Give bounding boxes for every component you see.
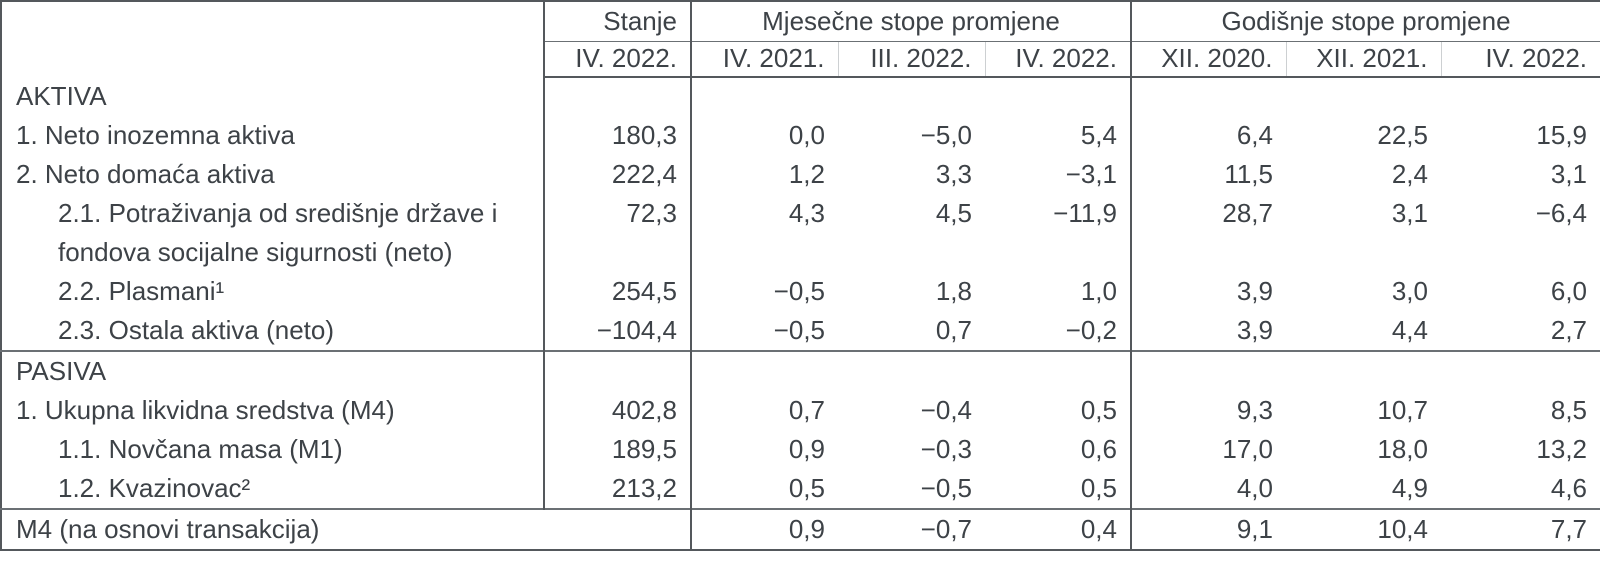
cell-value: 15,9 bbox=[1536, 120, 1588, 150]
section-label: AKTIVA bbox=[1, 77, 545, 116]
cell-value: −0,4 bbox=[920, 395, 972, 425]
period-header-row: IV. 2022. IV. 2021. III. 2022. IV. 2022.… bbox=[1, 41, 1600, 78]
cell-value: 402,8 bbox=[544, 391, 692, 430]
row-label: 2.3. Ostala aktiva (neto) bbox=[1, 311, 545, 351]
cell-value: 2,4 bbox=[1391, 159, 1428, 189]
table-row: 1. Neto inozemna aktiva 180,3 0,0 −5,0 5… bbox=[1, 116, 1600, 155]
table-row: 2.3. Ostala aktiva (neto) −104,4 −0,5 0,… bbox=[1, 311, 1600, 351]
col-header-monthly-2: III. 2022. bbox=[838, 41, 986, 78]
cell-value: 22,5 bbox=[1377, 120, 1428, 150]
cell-value: 11,5 bbox=[1224, 159, 1273, 189]
col-header-stanje-period: IV. 2022. bbox=[544, 41, 692, 78]
monetary-aggregates-table: Stanje Mjesečne stope promjene Godišnje … bbox=[0, 0, 1600, 551]
cell-value: 0,5 bbox=[985, 391, 1132, 430]
cell-value: 17,0 bbox=[1222, 434, 1273, 464]
col-header-yearly-1: XII. 2020. bbox=[1131, 41, 1287, 78]
section-label: PASIVA bbox=[1, 350, 545, 391]
row-label: 2.1. Potraživanja od središnje države i … bbox=[1, 194, 545, 272]
row-label: 2.2. Plasmani¹ bbox=[1, 272, 545, 311]
row-label: 1.2. Kvazinovac² bbox=[1, 469, 545, 509]
cell-value: 0,5 bbox=[788, 473, 825, 503]
cell-value: 7,7 bbox=[1441, 508, 1600, 550]
col-header-monthly-3: IV. 2022. bbox=[985, 41, 1132, 78]
cell-value: −0,3 bbox=[920, 434, 972, 464]
cell-value: 5,4 bbox=[985, 116, 1132, 155]
row-label: M4 (na osnovi transakcija) bbox=[1, 508, 692, 550]
col-header-yearly-2: XII. 2021. bbox=[1286, 41, 1442, 78]
cell-value: 13,2 bbox=[1536, 434, 1588, 464]
monthly-rates-group-header: Mjesečne stope promjene bbox=[691, 1, 1132, 42]
cell-value: 254,5 bbox=[544, 272, 692, 311]
label-column-header bbox=[1, 1, 545, 77]
table-row: 1. Ukupna likvidna sredstva (M4) 402,8 0… bbox=[1, 391, 1600, 430]
table-row: 2. Neto domaća aktiva 222,4 1,2 3,3 −3,1… bbox=[1, 155, 1600, 194]
cell-value: −0,5 bbox=[773, 315, 825, 345]
cell-value: 3,9 bbox=[1236, 276, 1273, 306]
cell-value: 0,6 bbox=[985, 430, 1132, 469]
cell-value: 213,2 bbox=[544, 469, 692, 509]
cell-value: 10,4 bbox=[1286, 508, 1441, 550]
cell-value: 4,4 bbox=[1391, 315, 1428, 345]
cell-value: 180,3 bbox=[544, 116, 692, 155]
cell-value: −5,0 bbox=[920, 120, 972, 150]
cell-value: 9,3 bbox=[1236, 395, 1273, 425]
cell-value: 0,5 bbox=[985, 469, 1132, 509]
cell-value: 10,7 bbox=[1377, 395, 1428, 425]
cell-value: 4,5 bbox=[935, 198, 972, 228]
cell-value: 0,7 bbox=[788, 395, 825, 425]
cell-value: 72,3 bbox=[544, 194, 692, 272]
cell-value: 0,7 bbox=[935, 315, 972, 345]
table-row: 1.2. Kvazinovac² 213,2 0,5 −0,5 0,5 4,0 … bbox=[1, 469, 1600, 509]
cell-value: −11,9 bbox=[985, 194, 1132, 272]
cell-value: 3,1 bbox=[1391, 198, 1428, 228]
cell-value: −104,4 bbox=[544, 311, 692, 351]
yearly-rates-group-header: Godišnje stope promjene bbox=[1131, 1, 1600, 42]
table-row: 2.2. Plasmani¹ 254,5 −0,5 1,8 1,0 3,9 3,… bbox=[1, 272, 1600, 311]
cell-value: 4,3 bbox=[788, 198, 825, 228]
cell-value: 3,1 bbox=[1550, 159, 1588, 189]
row-label: 2. Neto domaća aktiva bbox=[1, 155, 545, 194]
cell-value: 9,1 bbox=[1131, 508, 1286, 550]
col-header-monthly-1: IV. 2021. bbox=[691, 41, 839, 78]
cell-value: 1,0 bbox=[985, 272, 1132, 311]
table-row: 2.1. Potraživanja od središnje države i … bbox=[1, 194, 1600, 272]
group-header-row: Stanje Mjesečne stope promjene Godišnje … bbox=[1, 1, 1600, 77]
cell-value: 1,2 bbox=[788, 159, 825, 189]
cell-value: −0,5 bbox=[773, 276, 825, 306]
cell-value: −0,5 bbox=[920, 473, 972, 503]
cell-value: −0,7 bbox=[838, 508, 985, 550]
cell-value: −0,2 bbox=[985, 311, 1132, 351]
cell-value: 189,5 bbox=[544, 430, 692, 469]
cell-value: 6,4 bbox=[1236, 120, 1273, 150]
cell-value: 3,3 bbox=[935, 159, 972, 189]
cell-value: −3,1 bbox=[985, 155, 1132, 194]
cell-value: 8,5 bbox=[1550, 395, 1588, 425]
cell-value: 0,4 bbox=[985, 508, 1132, 550]
cell-value: 0,0 bbox=[788, 120, 825, 150]
cell-value: 4,0 bbox=[1236, 473, 1273, 503]
row-label: 1. Ukupna likvidna sredstva (M4) bbox=[1, 391, 545, 430]
table-row-m4-transactions: M4 (na osnovi transakcija) 0,9 −0,7 0,4 … bbox=[1, 508, 1600, 550]
cell-value: 222,4 bbox=[544, 155, 692, 194]
cell-value: −6,4 bbox=[1535, 198, 1588, 228]
cell-value: 3,0 bbox=[1391, 276, 1428, 306]
stanje-group-header: Stanje bbox=[544, 1, 692, 42]
col-header-yearly-3: IV. 2022. bbox=[1441, 41, 1600, 78]
table-row: 1.1. Novčana masa (M1) 189,5 0,9 −0,3 0,… bbox=[1, 430, 1600, 469]
row-label: 1.1. Novčana masa (M1) bbox=[1, 430, 545, 469]
cell-value: 2,7 bbox=[1550, 315, 1588, 345]
cell-value: 3,9 bbox=[1236, 315, 1273, 345]
cell-value: 6,0 bbox=[1550, 276, 1588, 306]
cell-value: 4,9 bbox=[1391, 473, 1428, 503]
cell-value: 28,7 bbox=[1222, 198, 1273, 228]
cell-value: 1,8 bbox=[935, 276, 972, 306]
cell-value: 18,0 bbox=[1377, 434, 1428, 464]
row-label: 1. Neto inozemna aktiva bbox=[1, 116, 545, 155]
table-row-section-aktiva: AKTIVA bbox=[1, 77, 1600, 116]
cell-value: 0,9 bbox=[691, 508, 838, 550]
table-row-section-pasiva: PASIVA bbox=[1, 350, 1600, 391]
cell-value: 4,6 bbox=[1550, 473, 1588, 503]
cell-value: 0,9 bbox=[788, 434, 825, 464]
